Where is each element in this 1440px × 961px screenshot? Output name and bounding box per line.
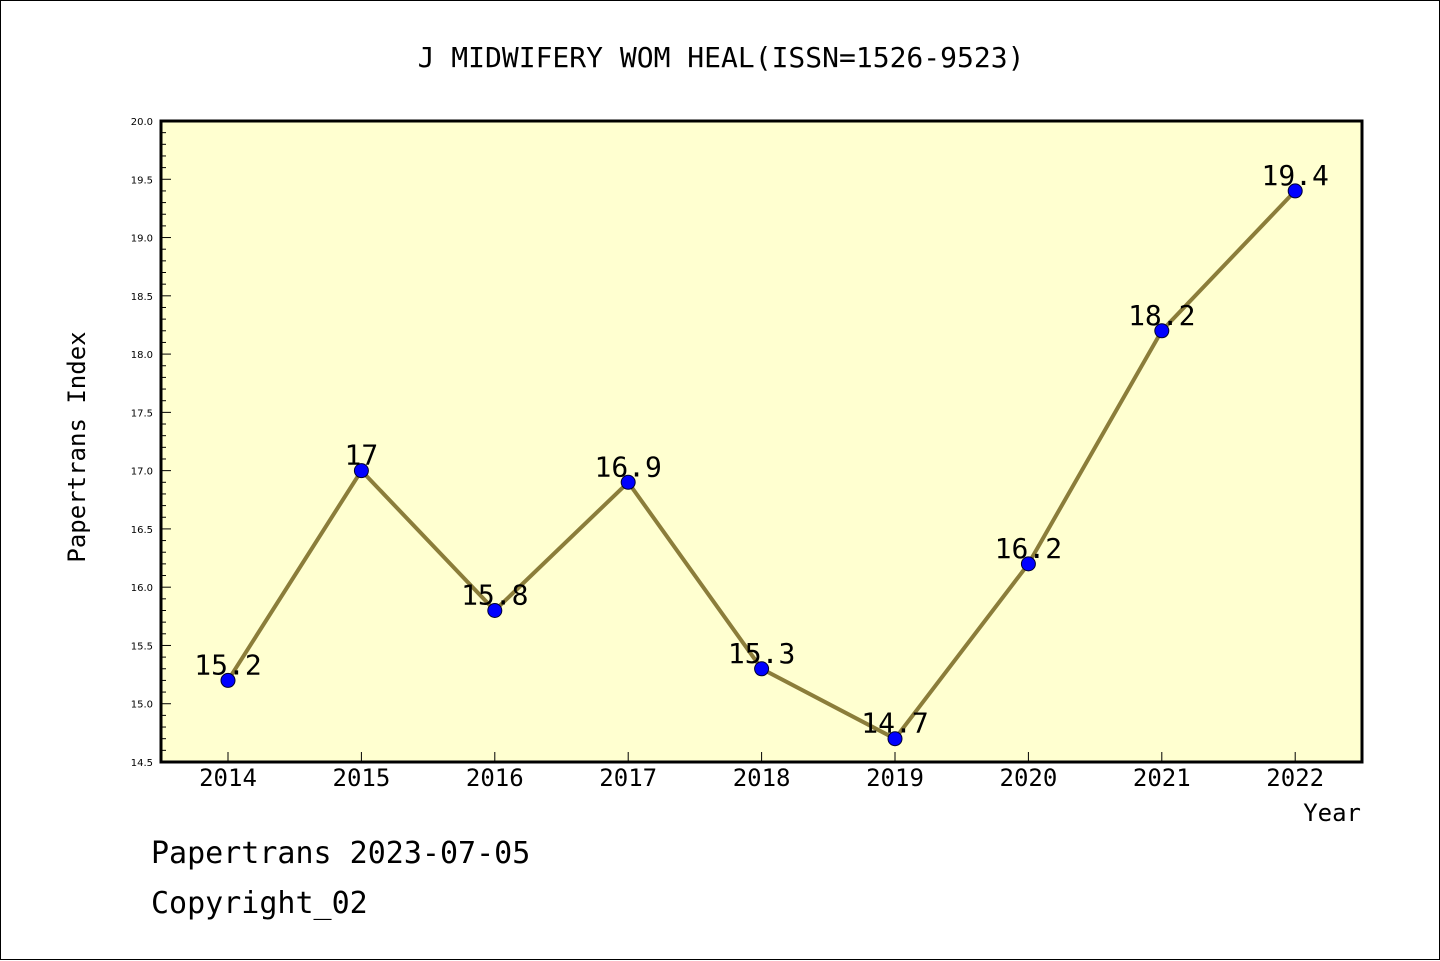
footer-copyright: Copyright_02 <box>151 886 368 921</box>
x-tick-label: 2019 <box>866 764 924 792</box>
x-tick-label: 2022 <box>1266 764 1324 792</box>
plot-area <box>159 119 1364 764</box>
y-tick-label: 20.0 <box>131 117 153 128</box>
data-point <box>220 672 236 688</box>
y-tick-label: 19.5 <box>131 175 153 186</box>
x-tick-label: 2016 <box>466 764 524 792</box>
data-label: 15.3 <box>728 637 795 670</box>
data-point <box>754 661 770 677</box>
data-label: 16.9 <box>594 450 661 483</box>
y-axis: 14.5 15.0 15.5 16.0 16.5 17.0 17.5 18.0 18.5 19.0… <box>131 117 171 769</box>
y-tick-label: 17.0 <box>131 467 153 478</box>
y-tick-label: 14.5 <box>131 758 153 769</box>
data-label: 14.7 <box>861 707 928 740</box>
x-axis-label: Year <box>1303 799 1361 827</box>
data-label: 15.2 <box>194 648 261 681</box>
y-tick-label: 15.0 <box>131 700 153 711</box>
data-point <box>1154 323 1170 339</box>
chart-title: J MIDWIFERY WOM HEAL(ISSN=1526-9523) <box>418 41 1025 74</box>
data-point <box>887 731 903 747</box>
data-point <box>620 474 636 490</box>
y-tick-label: 16.5 <box>131 525 153 536</box>
x-tick-label: 2021 <box>1133 764 1191 792</box>
series-line-group: 15.2 17 15.8 16.9 15.3 14.7 16.2 18.2 19.4 <box>194 159 1329 747</box>
footer-date: Papertrans 2023-07-05 <box>151 836 531 871</box>
x-tick-label: 2014 <box>199 764 257 792</box>
y-tick-label: 17.5 <box>131 408 153 419</box>
x-tick-label: 2015 <box>333 764 391 792</box>
data-label: 18.2 <box>1128 299 1195 332</box>
data-point <box>1287 183 1303 199</box>
data-point <box>353 463 369 479</box>
y-tick-label: 18.5 <box>131 292 153 303</box>
x-tick-label: 2020 <box>1000 764 1058 792</box>
data-label: 17 <box>345 439 379 472</box>
y-tick-label: 16.0 <box>131 583 153 594</box>
y-axis-label: Papertrans Index <box>63 331 91 562</box>
data-label: 19.4 <box>1261 159 1328 192</box>
data-label: 16.2 <box>995 532 1062 565</box>
data-point <box>1020 556 1036 572</box>
y-tick-label: 19.0 <box>131 234 153 245</box>
data-label: 15.8 <box>461 578 528 611</box>
x-axis: 2014 2015 2016 2017 2018 2019 2020 2021 2022 <box>199 752 1324 792</box>
y-tick-label: 15.5 <box>131 641 153 652</box>
x-tick-label: 2018 <box>733 764 791 792</box>
y-tick-label: 18.0 <box>131 350 153 361</box>
data-point <box>487 602 503 618</box>
x-tick-label: 2017 <box>599 764 657 792</box>
